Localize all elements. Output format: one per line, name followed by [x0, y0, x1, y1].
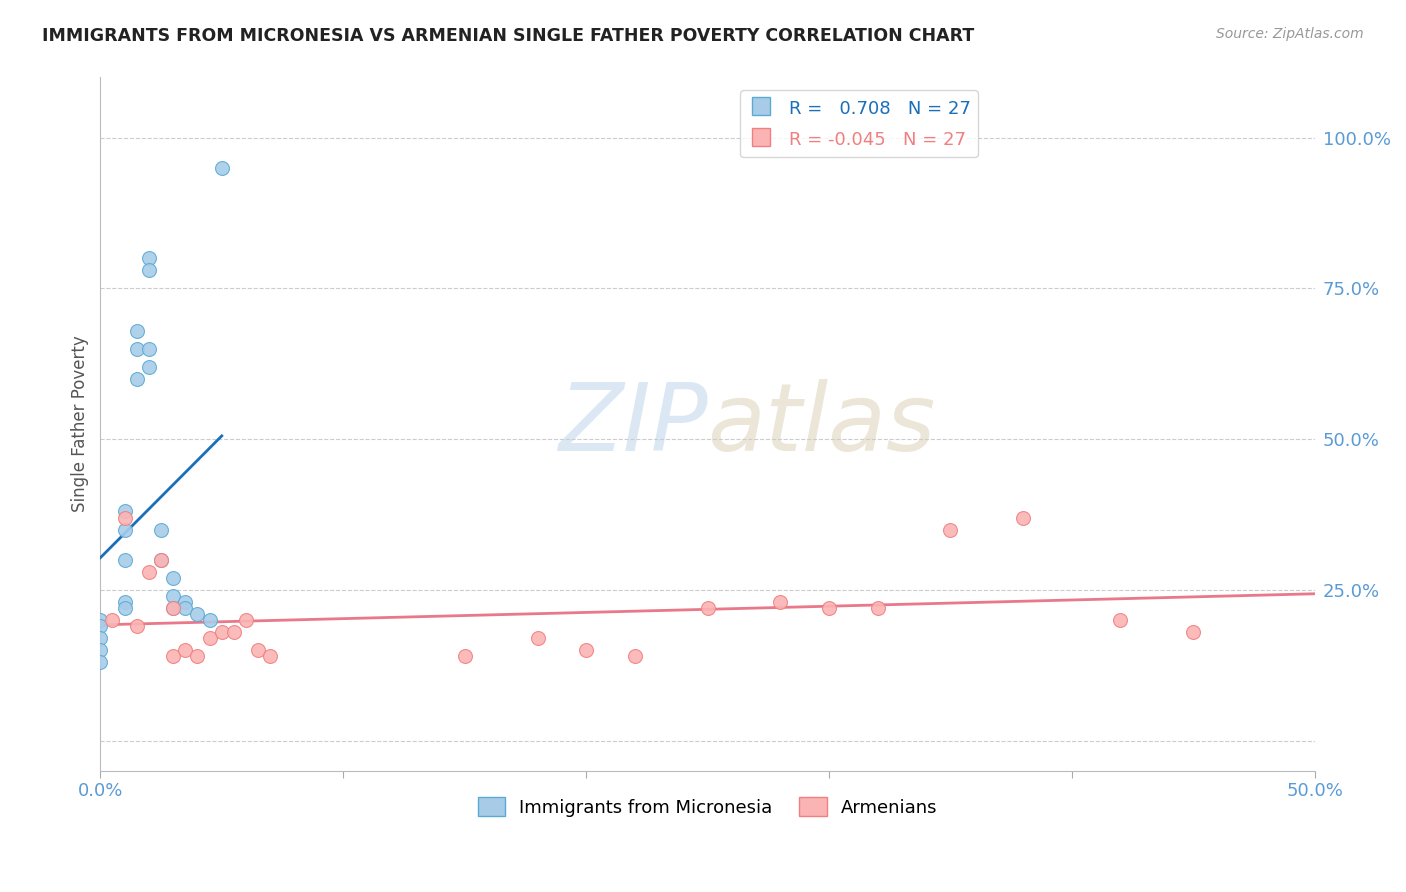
- Point: [575, 643, 598, 657]
- Point: [114, 552, 136, 566]
- Point: [89, 631, 111, 645]
- Point: [89, 655, 111, 669]
- Point: [114, 523, 136, 537]
- Point: [125, 342, 148, 356]
- Point: [138, 263, 160, 277]
- Point: [769, 595, 792, 609]
- Point: [211, 161, 233, 175]
- Point: [162, 589, 184, 603]
- Point: [138, 359, 160, 374]
- Point: [101, 613, 124, 627]
- Point: [89, 613, 111, 627]
- Point: [174, 595, 197, 609]
- Point: [125, 619, 148, 633]
- Text: atlas: atlas: [707, 378, 936, 469]
- Point: [162, 601, 184, 615]
- Point: [150, 523, 173, 537]
- Y-axis label: Single Father Poverty: Single Father Poverty: [72, 335, 89, 512]
- Point: [89, 643, 111, 657]
- Point: [211, 625, 233, 640]
- Point: [696, 601, 718, 615]
- Point: [174, 601, 197, 615]
- Point: [526, 631, 548, 645]
- Text: IMMIGRANTS FROM MICRONESIA VS ARMENIAN SINGLE FATHER POVERTY CORRELATION CHART: IMMIGRANTS FROM MICRONESIA VS ARMENIAN S…: [42, 27, 974, 45]
- Point: [138, 252, 160, 266]
- Point: [1182, 625, 1205, 640]
- Point: [125, 372, 148, 386]
- Point: [174, 643, 197, 657]
- Point: [114, 601, 136, 615]
- Point: [247, 643, 270, 657]
- Text: Source: ZipAtlas.com: Source: ZipAtlas.com: [1216, 27, 1364, 41]
- Point: [114, 504, 136, 518]
- Point: [1012, 510, 1035, 524]
- Point: [138, 565, 160, 579]
- Point: [89, 619, 111, 633]
- Point: [623, 649, 645, 664]
- Point: [453, 649, 475, 664]
- Point: [138, 342, 160, 356]
- Point: [150, 552, 173, 566]
- Point: [866, 601, 889, 615]
- Point: [222, 625, 245, 640]
- Point: [162, 649, 184, 664]
- Point: [198, 613, 221, 627]
- Point: [125, 324, 148, 338]
- Point: [150, 552, 173, 566]
- Point: [1109, 613, 1132, 627]
- Point: [114, 595, 136, 609]
- Point: [162, 571, 184, 585]
- Point: [818, 601, 841, 615]
- Point: [186, 649, 208, 664]
- Point: [198, 631, 221, 645]
- Point: [259, 649, 281, 664]
- Point: [235, 613, 257, 627]
- Text: ZIP: ZIP: [558, 378, 707, 469]
- Point: [939, 523, 962, 537]
- Point: [186, 607, 208, 621]
- Point: [114, 510, 136, 524]
- Legend: Immigrants from Micronesia, Armenians: Immigrants from Micronesia, Armenians: [471, 790, 945, 824]
- Point: [162, 601, 184, 615]
